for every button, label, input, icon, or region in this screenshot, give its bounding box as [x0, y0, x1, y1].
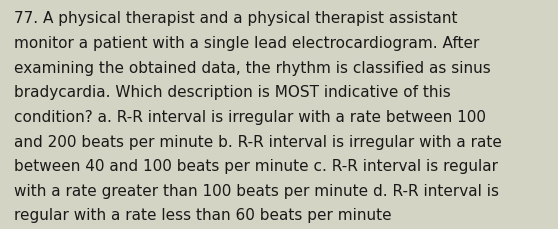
Text: 77. A physical therapist and a physical therapist assistant: 77. A physical therapist and a physical … [14, 11, 458, 26]
Text: condition? a. R-R interval is irregular with a rate between 100: condition? a. R-R interval is irregular … [14, 109, 486, 124]
Text: and 200 beats per minute b. R-R interval is irregular with a rate: and 200 beats per minute b. R-R interval… [14, 134, 502, 149]
Text: monitor a patient with a single lead electrocardiogram. After: monitor a patient with a single lead ele… [14, 36, 479, 51]
Text: bradycardia. Which description is MOST indicative of this: bradycardia. Which description is MOST i… [14, 85, 451, 100]
Text: with a rate greater than 100 beats per minute d. R-R interval is: with a rate greater than 100 beats per m… [14, 183, 499, 198]
Text: regular with a rate less than 60 beats per minute: regular with a rate less than 60 beats p… [14, 207, 392, 222]
Text: between 40 and 100 beats per minute c. R-R interval is regular: between 40 and 100 beats per minute c. R… [14, 158, 498, 173]
Text: examining the obtained data, the rhythm is classified as sinus: examining the obtained data, the rhythm … [14, 60, 490, 75]
